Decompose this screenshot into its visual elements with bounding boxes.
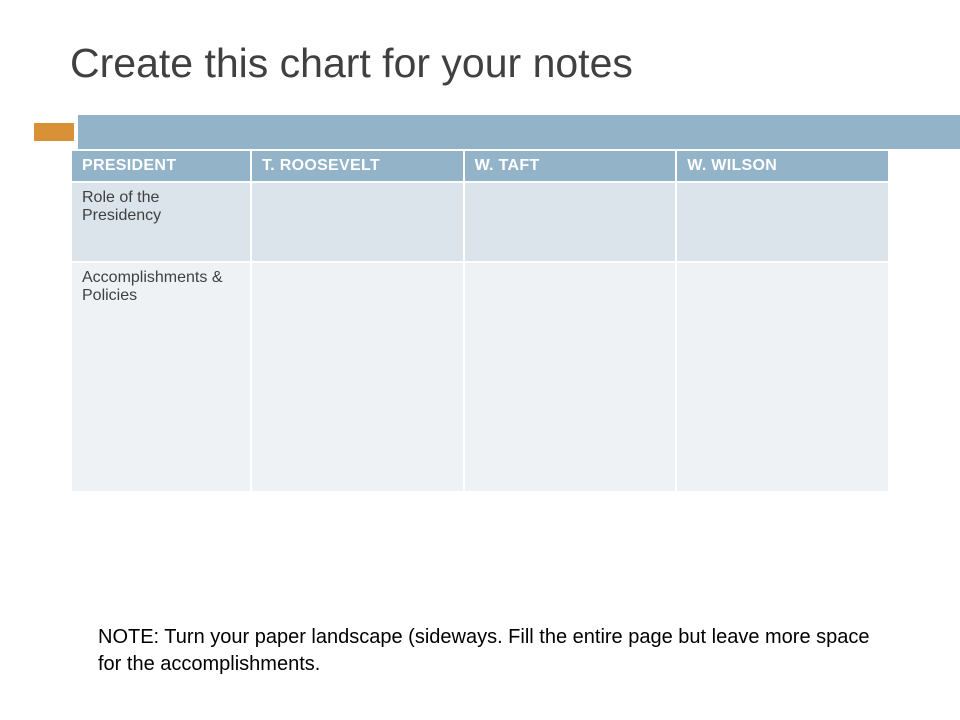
table-cell xyxy=(251,262,464,492)
comparison-table: PRESIDENT T. ROOSEVELT W. TAFT W. WILSON… xyxy=(70,149,890,493)
col-header: W. WILSON xyxy=(676,150,889,182)
table-row: Role of the Presidency xyxy=(71,182,889,262)
col-header: PRESIDENT xyxy=(71,150,251,182)
row-label: Accomplishments & Policies xyxy=(71,262,251,492)
table-cell xyxy=(676,262,889,492)
col-header: W. TAFT xyxy=(464,150,677,182)
table-cell xyxy=(464,262,677,492)
accent-bar xyxy=(0,115,960,149)
table-cell xyxy=(251,182,464,262)
table-cell xyxy=(676,182,889,262)
slide-title: Create this chart for your notes xyxy=(70,40,890,87)
comparison-table-wrap: PRESIDENT T. ROOSEVELT W. TAFT W. WILSON… xyxy=(70,149,890,493)
accent-strip xyxy=(78,115,960,149)
col-header: T. ROOSEVELT xyxy=(251,150,464,182)
table-row: Accomplishments & Policies xyxy=(71,262,889,492)
table-header-row: PRESIDENT T. ROOSEVELT W. TAFT W. WILSON xyxy=(71,150,889,182)
accent-box-icon xyxy=(34,123,74,141)
footer-note: NOTE: Turn your paper landscape (sideway… xyxy=(98,624,890,678)
slide-container: Create this chart for your notes PRESIDE… xyxy=(0,0,960,720)
row-label: Role of the Presidency xyxy=(71,182,251,262)
table-cell xyxy=(464,182,677,262)
